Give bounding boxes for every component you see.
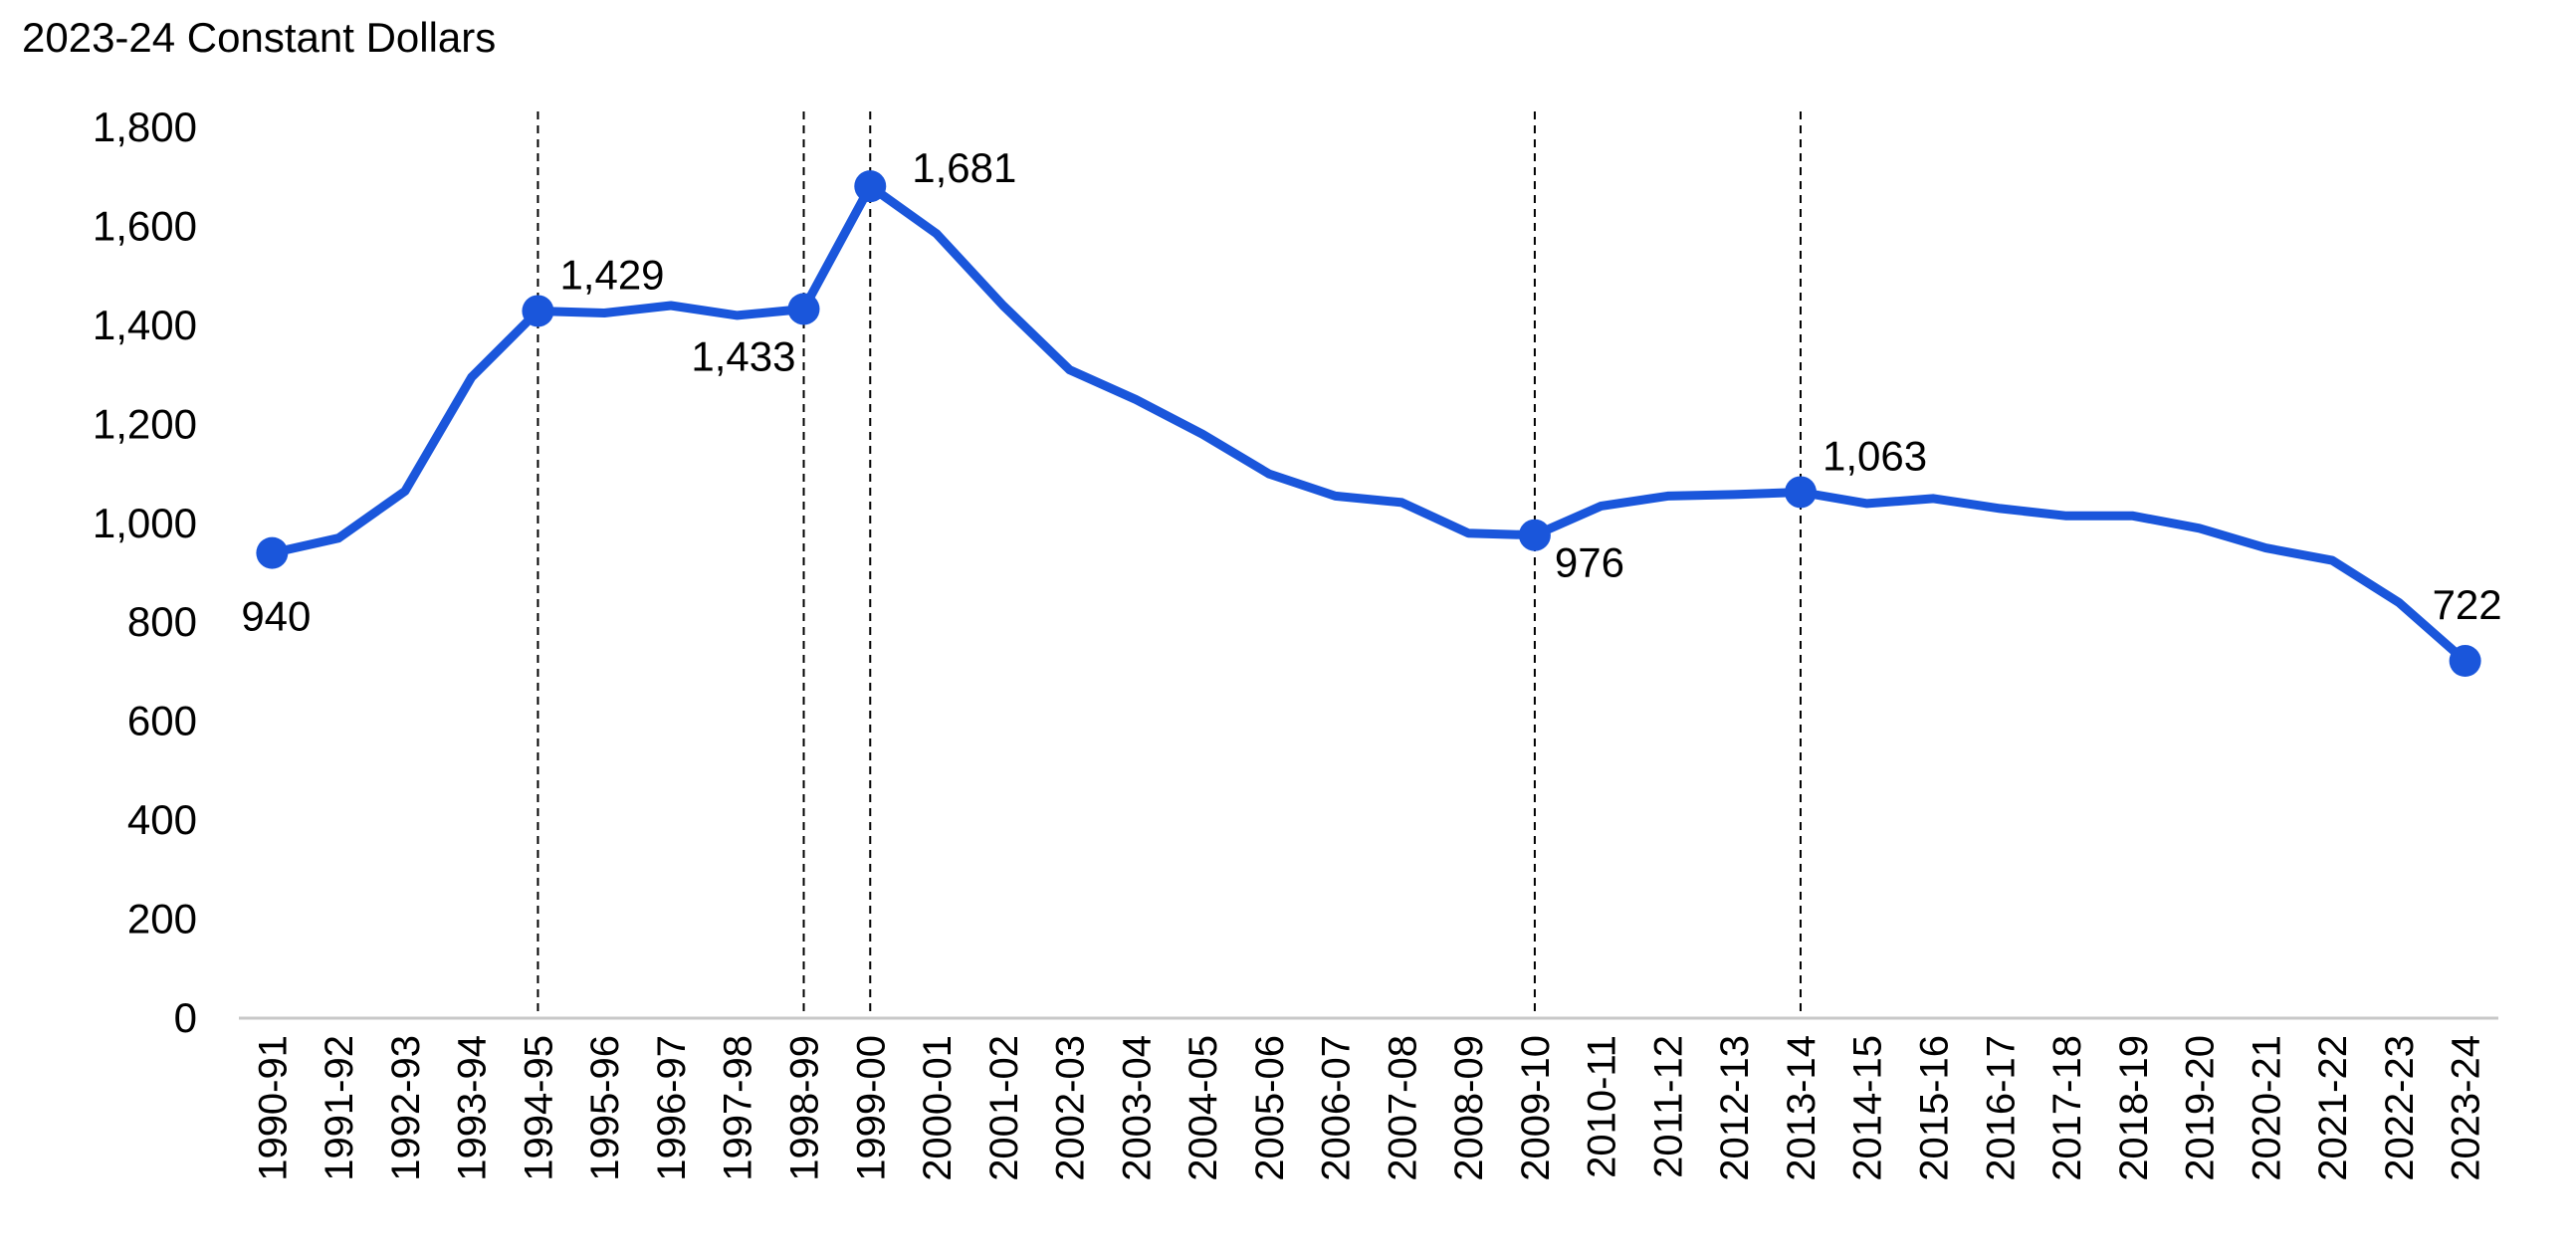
data-label: 976 [1555,539,1624,586]
x-tick-label: 1990-91 [251,1035,295,1181]
y-tick-label: 600 [127,698,197,744]
highlight-marker [1784,476,1817,509]
x-tick-label: 2022-23 [2378,1035,2422,1181]
x-tick-label: 1999-00 [849,1035,893,1181]
y-tick-label: 1,400 [93,302,197,348]
x-tick-label: 2018-19 [2112,1035,2156,1181]
highlight-marker [522,295,554,327]
x-tick-label: 1991-92 [318,1035,361,1181]
x-tick-label: 2001-02 [982,1035,1026,1181]
y-tick-label: 1,800 [93,104,197,150]
x-tick-label: 2009-10 [1514,1035,1558,1181]
data-labels: 940 1,429 1,433 1,681 976 1,063 722 [241,144,2501,639]
y-tick-label: 1,200 [93,400,197,447]
x-tick-label: 2002-03 [1049,1035,1093,1181]
x-tick-label: 2020-21 [2245,1035,2288,1181]
data-label: 722 [2433,581,2502,628]
highlight-marker [2449,645,2481,678]
x-tick-label: 2005-06 [1248,1035,1292,1181]
data-label: 1,433 [691,332,795,379]
x-tick-label: 1992-93 [384,1035,428,1181]
x-tick-label: 1996-97 [650,1035,694,1181]
x-tick-label: 1997-98 [717,1035,760,1181]
x-tick-label: 2015-16 [1913,1035,1957,1181]
x-tick-label: 2007-08 [1381,1035,1424,1181]
x-tick-label: 2008-09 [1447,1035,1491,1181]
y-tick-label: 400 [127,796,197,843]
x-tick-label: 2013-14 [1780,1035,1824,1181]
data-label: 1,681 [912,144,1016,191]
y-tick-label: 1,000 [93,500,197,546]
x-tick-label: 2021-22 [2311,1035,2355,1181]
chart-subtitle: 2023-24 Constant Dollars [22,14,497,61]
x-tick-label: 2000-01 [916,1035,960,1181]
highlight-marker [1518,519,1551,551]
data-label: 1,429 [559,251,664,298]
x-tick-label: 2012-13 [1713,1035,1757,1181]
x-tick-label: 1998-99 [783,1035,827,1181]
highlight-marker [787,293,820,325]
x-tick-label: 2014-15 [1846,1035,1890,1181]
data-label: 1,063 [1823,432,1927,479]
y-axis: 0 200 400 600 800 1,000 1,200 1,400 1,600 1,800 [93,104,197,1041]
y-tick-label: 0 [174,994,197,1041]
x-tick-label: 2003-04 [1115,1035,1159,1181]
x-tick-label: 2010-11 [1581,1035,1624,1178]
data-label: 940 [241,593,311,640]
y-tick-label: 200 [127,896,197,943]
x-tick-label: 2004-05 [1181,1035,1225,1181]
x-tick-label: 2017-18 [2045,1035,2089,1181]
highlight-marker [256,536,289,569]
highlight-markers [256,170,2481,678]
x-tick-label: 1994-95 [517,1035,560,1181]
x-tick-label: 2019-20 [2179,1035,2223,1181]
x-tick-label: 2011-12 [1646,1035,1690,1178]
series-line [267,181,2470,666]
x-axis: 1990-91 1991-92 1992-93 1993-94 1994-95 1995-… [251,1035,2487,1181]
highlight-marker [854,170,887,203]
x-tick-label: 2006-07 [1315,1035,1359,1181]
reference-lines [537,111,1802,1018]
y-tick-label: 1,600 [93,202,197,249]
x-tick-label: 1993-94 [451,1035,495,1181]
x-tick-label: 2016-17 [1979,1035,2023,1181]
x-tick-label: 1995-96 [583,1035,627,1181]
x-tick-label: 2023-24 [2445,1035,2488,1181]
y-tick-label: 800 [127,598,197,645]
